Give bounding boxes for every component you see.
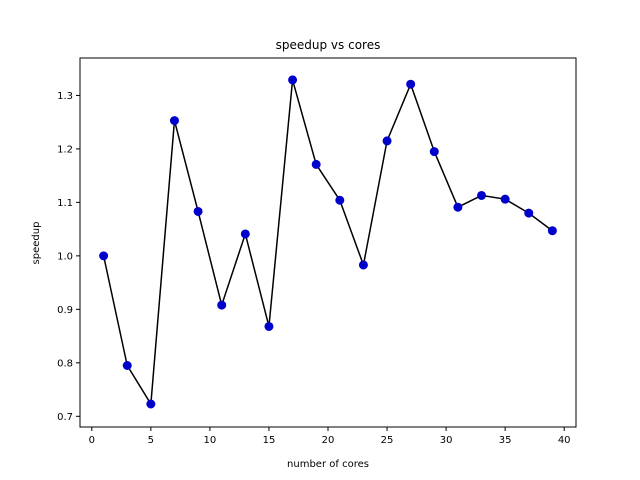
data-point: [406, 79, 416, 89]
data-point: [358, 260, 368, 270]
data-point: [193, 206, 203, 216]
y-axis: 0.7 0.8 0.9 1.0 1.1 1.2 1.3: [57, 91, 80, 423]
x-tick-label: 20: [322, 435, 335, 446]
data-point: [429, 147, 439, 157]
x-tick-label: 40: [558, 435, 571, 446]
data-point: [477, 190, 487, 200]
y-axis-label: speedup: [31, 222, 42, 265]
y-tick-label: 1.1: [57, 198, 73, 209]
data-point: [453, 202, 463, 212]
series-layer: [99, 75, 557, 409]
data-point: [146, 399, 156, 409]
x-axis: 0 5 10 15 20 25 30 35 40: [89, 427, 571, 446]
y-tick-label: 0.9: [57, 305, 73, 316]
y-tick-label: 1.3: [57, 91, 73, 102]
x-tick-label: 30: [440, 435, 453, 446]
data-point: [240, 229, 250, 239]
y-tick-label: 1.2: [57, 144, 73, 155]
x-tick-label: 10: [204, 435, 217, 446]
y-tick-label: 0.8: [57, 358, 73, 369]
data-point: [217, 300, 227, 310]
data-point: [288, 75, 298, 85]
plot-area: 0 5 10 15 20 25 30 35 40 0.7 0.8 0.9 1.0 1.1 1.2 1.3: [57, 57, 577, 446]
data-point: [264, 321, 274, 331]
y-tick-label: 0.7: [57, 412, 73, 423]
x-tick-label: 25: [381, 435, 394, 446]
x-tick-label: 15: [263, 435, 276, 446]
x-tick-label: 0: [89, 435, 95, 446]
y-tick-label: 1.0: [57, 251, 73, 262]
data-point: [335, 195, 345, 205]
x-tick-label: 35: [499, 435, 512, 446]
data-point: [311, 159, 321, 169]
data-point: [500, 194, 510, 204]
data-point: [169, 116, 179, 126]
data-point: [122, 361, 132, 370]
data-point: [524, 208, 534, 218]
data-point: [382, 136, 392, 146]
data-point: [99, 251, 109, 261]
chart-title: speedup vs cores: [276, 38, 381, 52]
x-tick-label: 5: [148, 435, 154, 446]
data-point: [547, 226, 557, 236]
x-axis-label: number of cores: [287, 459, 369, 470]
